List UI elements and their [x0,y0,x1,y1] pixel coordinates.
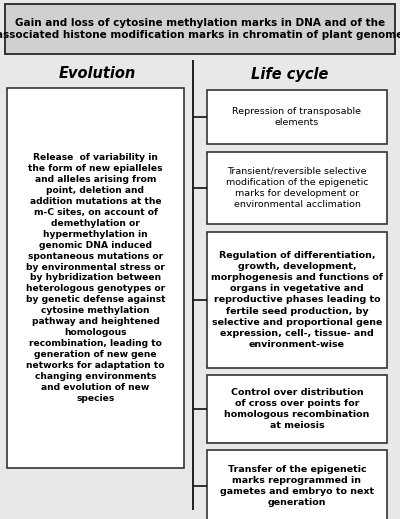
Bar [207,152,387,224]
Text: Transfer of the epigenetic
marks reprogrammed in
gametes and embryo to next
gene: Transfer of the epigenetic marks reprogr… [220,465,374,507]
Bar [207,375,387,443]
Bar [207,90,387,144]
Text: Transient/reversible selective
modification of the epigenetic
marks for developm: Transient/reversible selective modificat… [226,167,368,209]
Text: Release  of variability in
the form of new epialleles
and alleles arising from
p: Release of variability in the form of ne… [26,153,165,403]
Text: Life cycle: Life cycle [251,66,329,81]
Bar [7,88,184,468]
Bar [207,232,387,368]
Text: Control over distribution
of cross over points for
homologous recombination
at m: Control over distribution of cross over … [224,388,370,430]
Text: Regulation of differentiation,
growth, development,
morphogenesis and functions : Regulation of differentiation, growth, d… [211,251,383,349]
Text: Gain and loss of cytosine methylation marks in DNA and of the
associated histone: Gain and loss of cytosine methylation ma… [0,18,400,40]
Bar [5,4,395,54]
Text: Evolution: Evolution [58,66,136,81]
Bar [207,450,387,519]
Text: Repression of transposable
elements: Repression of transposable elements [232,107,362,127]
